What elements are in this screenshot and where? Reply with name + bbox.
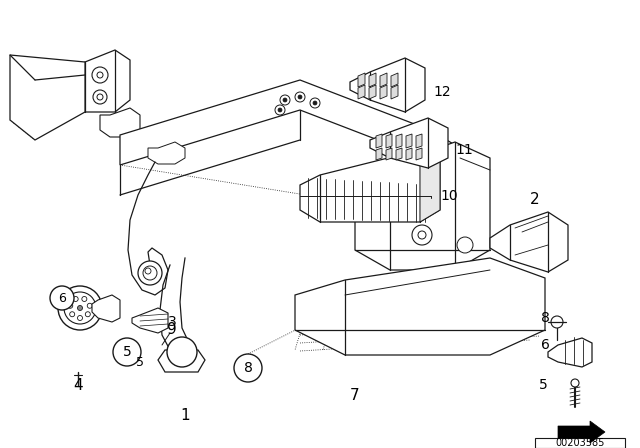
Polygon shape xyxy=(70,50,130,112)
Polygon shape xyxy=(376,134,382,148)
Circle shape xyxy=(97,72,103,78)
Polygon shape xyxy=(376,148,382,160)
Text: 4: 4 xyxy=(73,378,83,392)
Circle shape xyxy=(275,105,285,115)
Polygon shape xyxy=(148,142,185,164)
Polygon shape xyxy=(120,80,430,165)
Circle shape xyxy=(278,108,282,112)
Circle shape xyxy=(280,95,290,105)
Text: 12: 12 xyxy=(433,85,451,99)
Text: 8: 8 xyxy=(541,311,550,325)
Polygon shape xyxy=(358,85,365,99)
Text: 9: 9 xyxy=(167,323,177,337)
Circle shape xyxy=(571,379,579,387)
Circle shape xyxy=(93,90,107,104)
Circle shape xyxy=(70,312,75,317)
Polygon shape xyxy=(92,295,120,322)
Polygon shape xyxy=(396,148,402,160)
Polygon shape xyxy=(430,130,455,175)
Circle shape xyxy=(457,237,473,253)
Circle shape xyxy=(68,303,73,308)
Circle shape xyxy=(234,354,262,382)
Text: 11: 11 xyxy=(455,143,473,157)
Bar xyxy=(535,438,625,448)
Polygon shape xyxy=(380,85,387,99)
Circle shape xyxy=(408,186,436,214)
Text: 00203585: 00203585 xyxy=(556,438,605,448)
Circle shape xyxy=(85,312,90,317)
Polygon shape xyxy=(295,258,545,355)
Circle shape xyxy=(412,225,432,245)
Circle shape xyxy=(138,261,162,285)
Circle shape xyxy=(283,98,287,102)
Text: 8: 8 xyxy=(244,361,252,375)
Polygon shape xyxy=(369,73,376,87)
Circle shape xyxy=(295,92,305,102)
Polygon shape xyxy=(100,108,140,137)
Circle shape xyxy=(77,315,83,320)
Polygon shape xyxy=(396,134,402,148)
Text: 2: 2 xyxy=(530,193,540,207)
Circle shape xyxy=(97,94,103,100)
Circle shape xyxy=(82,297,87,302)
Polygon shape xyxy=(370,118,448,168)
Circle shape xyxy=(92,67,108,83)
Polygon shape xyxy=(386,148,392,160)
Circle shape xyxy=(50,286,74,310)
Circle shape xyxy=(313,101,317,105)
Polygon shape xyxy=(416,134,422,148)
Polygon shape xyxy=(10,55,85,140)
Text: 5: 5 xyxy=(540,378,548,392)
Circle shape xyxy=(77,306,83,310)
Text: 5: 5 xyxy=(123,345,131,359)
Polygon shape xyxy=(558,421,605,443)
Text: 1: 1 xyxy=(180,408,190,422)
Text: 7: 7 xyxy=(350,388,360,402)
Polygon shape xyxy=(380,73,387,87)
Polygon shape xyxy=(391,85,398,99)
Circle shape xyxy=(58,286,102,330)
Text: 6: 6 xyxy=(541,338,550,352)
Polygon shape xyxy=(420,150,440,222)
Circle shape xyxy=(113,338,141,366)
Circle shape xyxy=(145,268,151,274)
Circle shape xyxy=(551,316,563,328)
Text: 3: 3 xyxy=(168,315,177,329)
Circle shape xyxy=(73,297,78,302)
Polygon shape xyxy=(132,308,168,333)
Polygon shape xyxy=(391,73,398,87)
Circle shape xyxy=(298,95,302,99)
Circle shape xyxy=(143,266,157,280)
Circle shape xyxy=(167,337,197,367)
Text: 10: 10 xyxy=(440,189,458,203)
Polygon shape xyxy=(300,150,440,222)
Polygon shape xyxy=(358,73,365,87)
Polygon shape xyxy=(490,212,568,272)
Polygon shape xyxy=(386,134,392,148)
Circle shape xyxy=(64,292,96,324)
Text: 6: 6 xyxy=(58,292,66,305)
Circle shape xyxy=(418,231,426,239)
Polygon shape xyxy=(416,148,422,160)
Polygon shape xyxy=(158,350,205,372)
Polygon shape xyxy=(369,85,376,99)
Circle shape xyxy=(87,303,92,308)
Polygon shape xyxy=(406,134,412,148)
Polygon shape xyxy=(355,142,490,270)
Circle shape xyxy=(416,194,428,206)
Polygon shape xyxy=(350,58,425,112)
Circle shape xyxy=(310,98,320,108)
Text: 5: 5 xyxy=(136,356,144,369)
Polygon shape xyxy=(406,148,412,160)
Polygon shape xyxy=(548,338,592,367)
